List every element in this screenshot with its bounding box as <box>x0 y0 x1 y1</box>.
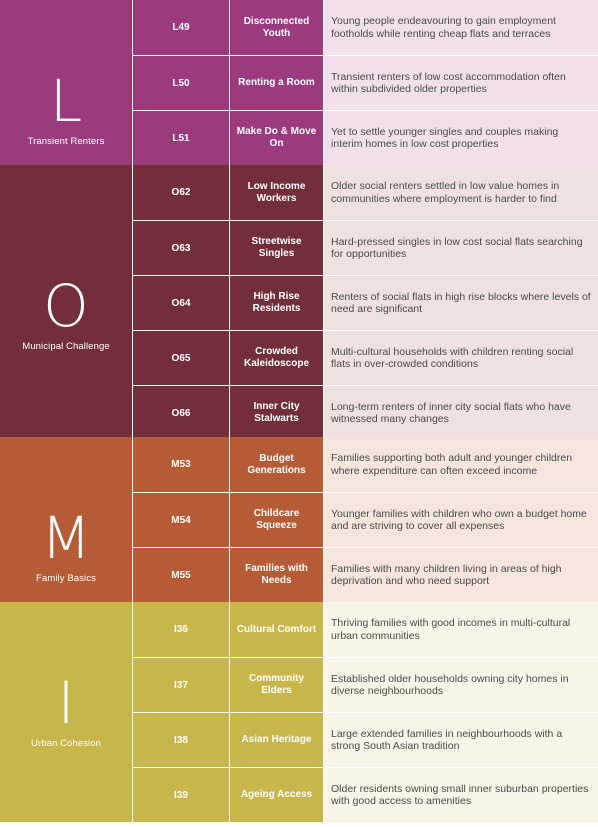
type-description: Multi-cultural households with children … <box>324 331 598 385</box>
type-description: Younger families with children who own a… <box>324 493 598 547</box>
type-code: O66 <box>133 386 229 440</box>
type-description: Young people endeavouring to gain employ… <box>324 0 598 55</box>
type-name: Inner City Stalwarts <box>230 386 323 440</box>
group-name: Municipal Challenge <box>22 341 110 352</box>
type-code: O62 <box>133 165 229 220</box>
type-name: Renting a Room <box>230 56 323 110</box>
type-code: I39 <box>133 768 229 822</box>
type-name: Disconnected Youth <box>230 0 323 55</box>
type-code: O63 <box>133 221 229 275</box>
group-letter: L <box>49 67 83 135</box>
type-code: M53 <box>133 437 229 492</box>
type-code: L49 <box>133 0 229 55</box>
group-name: Family Basics <box>36 573 96 584</box>
type-code: O64 <box>133 276 229 330</box>
table-row: M53 Budget Generations Families supporting… <box>132 437 598 492</box>
type-name: Make Do & Move On <box>230 111 323 165</box>
type-name: Families with Needs <box>230 548 323 602</box>
type-name: Childcare Squeeze <box>230 493 323 547</box>
type-description: Hard-pressed singles in low cost social … <box>324 221 598 275</box>
group-urban-cohesion: I Urban Cohesion I36 Cultural Comfort Thrivi… <box>0 602 598 822</box>
type-description: Thriving families with good incomes in m… <box>324 602 598 657</box>
table-row: I39 Ageing Access Older residents owning s… <box>132 767 598 822</box>
group-label-cell: O Municipal Challenge <box>0 165 132 440</box>
type-code: L50 <box>133 56 229 110</box>
table-row: L51 Make Do & Move On Yet to settle younge… <box>132 110 598 165</box>
table-row: I38 Asian Heritage Large extended families… <box>132 712 598 767</box>
type-description: Transient renters of low cost accommodat… <box>324 56 598 110</box>
type-description: Renters of social flats in high rise blo… <box>324 276 598 330</box>
group-label-cell: I Urban Cohesion <box>0 602 132 822</box>
type-code: I38 <box>133 713 229 767</box>
group-rows: L49 Disconnected Youth Young people endeav… <box>132 0 598 165</box>
group-name: Transient Renters <box>27 136 105 147</box>
type-name: Crowded Kaleidoscope <box>230 331 323 385</box>
type-code: M55 <box>133 548 229 602</box>
type-code: O65 <box>133 331 229 385</box>
type-description: Large extended families in neighbourhood… <box>324 713 598 767</box>
type-description: Yet to settle younger singles and couple… <box>324 111 598 165</box>
type-code: I37 <box>133 658 229 712</box>
type-description: Families with many children living in ar… <box>324 548 598 602</box>
table-row: M55 Families with Needs Families with many… <box>132 547 598 602</box>
type-description: Established older households owning city… <box>324 658 598 712</box>
table-row: M54 Childcare Squeeze Younger families wit… <box>132 492 598 547</box>
group-transient-renters: L Transient Renters L49 Disconnected Youth Y… <box>0 0 598 165</box>
type-name: High Rise Residents <box>230 276 323 330</box>
table-row: O65 Crowded Kaleidoscope Multi-cultural ho… <box>132 330 598 385</box>
type-name: Asian Heritage <box>230 713 323 767</box>
table-row: O62 Low Income Workers Older social renter… <box>132 165 598 220</box>
group-name: Urban Cohesion <box>30 738 102 749</box>
table-row: L49 Disconnected Youth Young people endeav… <box>132 0 598 55</box>
type-name: Cultural Comfort <box>230 602 323 657</box>
table-row: O66 Inner City Stalwarts Long-term renters… <box>132 385 598 440</box>
group-rows: I36 Cultural Comfort Thriving families wit… <box>132 602 598 822</box>
table-row: O63 Streetwise Singles Hard-pressed single… <box>132 220 598 275</box>
group-family-basics: M Family Basics M53 Budget Generations Famil… <box>0 437 598 602</box>
group-label-cell: L Transient Renters <box>0 0 132 165</box>
type-description: Older residents owning small inner subur… <box>324 768 598 822</box>
type-name: Budget Generations <box>230 437 323 492</box>
type-description: Long-term renters of inner city social f… <box>324 386 598 440</box>
group-rows: O62 Low Income Workers Older social renter… <box>132 165 598 440</box>
type-name: Ageing Access <box>230 768 323 822</box>
type-name: Streetwise Singles <box>230 221 323 275</box>
type-description: Families supporting both adult and young… <box>324 437 598 492</box>
group-letter: O <box>43 272 89 340</box>
table-row: I36 Cultural Comfort Thriving families wit… <box>132 602 598 657</box>
table-row: I37 Community Elders Established older hou… <box>132 657 598 712</box>
type-code: L51 <box>133 111 229 165</box>
type-name: Community Elders <box>230 658 323 712</box>
group-rows: M53 Budget Generations Families supporting… <box>132 437 598 602</box>
table-row: O64 High Rise Residents Renters of social … <box>132 275 598 330</box>
group-label-cell: M Family Basics <box>0 437 132 602</box>
group-letter: I <box>57 669 75 737</box>
type-description: Older social renters settled in low valu… <box>324 165 598 220</box>
group-municipal-challenge: O Municipal Challenge O62 Low Income Worker… <box>0 165 598 440</box>
group-letter: M <box>40 504 92 572</box>
type-code: I36 <box>133 602 229 657</box>
table-row: L50 Renting a Room Transient renters of lo… <box>132 55 598 110</box>
type-code: M54 <box>133 493 229 547</box>
type-name: Low Income Workers <box>230 165 323 220</box>
